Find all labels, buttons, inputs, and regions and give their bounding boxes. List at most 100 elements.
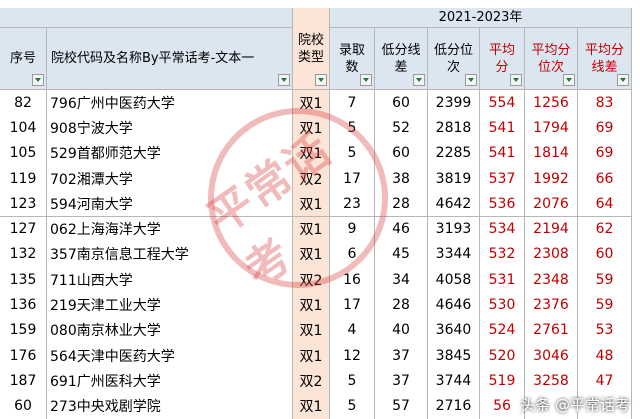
header-text: 位次 [537,59,564,75]
cell: 17 [330,165,375,193]
cell: 12 [330,343,375,370]
cell: 2285 [428,140,480,167]
cell: 062上海海洋大学 [47,216,293,243]
cell: 23 [330,191,375,218]
cell: 双1 [293,317,330,344]
cell: 2716 [428,393,480,419]
cell: 080南京林业大学 [47,317,293,344]
filter-button[interactable] [360,74,372,86]
cell: 66 [578,165,632,193]
cell: 159 [0,317,47,344]
cell: 82 [0,90,47,117]
filter-button[interactable] [32,74,44,86]
filter-button[interactable] [563,74,575,86]
cell: 1814 [525,140,578,167]
cell: 2761 [525,317,578,344]
cell: 28 [375,292,428,319]
cell: 48 [578,343,632,370]
filter-button[interactable] [465,74,477,86]
cell: 60 [0,393,47,419]
header-text: 平均分 [584,42,624,58]
header-blank [0,8,293,28]
header-text: 低分位 [433,42,473,58]
cell: 541 [480,115,525,142]
cell: 双2 [293,368,330,395]
cell: 564天津中医药大学 [47,343,293,370]
cell: 双1 [293,343,330,370]
cell: 83 [578,90,632,117]
cell: 529首都师范大学 [47,140,293,167]
cell: 2076 [525,191,578,218]
cell: 1256 [525,90,578,117]
cell: 104 [0,115,47,142]
cell: 123 [0,191,47,218]
cell: 520 [480,343,525,370]
cell: 105 [0,140,47,167]
column-header: 低分线差 [375,28,428,90]
header-text: 序号 [9,51,36,66]
cell: 60 [375,140,428,167]
cell: 37 [375,343,428,370]
cell: 5 [330,393,375,419]
cell: 双1 [293,140,330,167]
cell: 34 [375,267,428,294]
cell: 3193 [428,216,480,243]
cell: 60 [578,241,632,269]
cell: 531 [480,267,525,294]
header-text: 线差 [591,59,618,75]
cell: 6 [330,241,375,269]
column-header: 平均分 位次 [525,28,578,90]
cell: 69 [578,115,632,142]
header-text: 平均 [488,42,515,58]
cell: 4 [330,317,375,344]
cell: 176 [0,343,47,370]
cell: 53 [578,317,632,344]
cell: 532 [480,241,525,269]
cell: 57 [375,393,428,419]
cell: 127 [0,216,47,243]
cell: 524 [480,317,525,344]
cell: 519 [480,368,525,395]
cell: 3744 [428,368,480,395]
cell: 554 [480,90,525,117]
cell: 3258 [525,368,578,395]
cell: 40 [375,317,428,344]
cell: 357南京信息工程大学 [47,241,293,269]
cell: 45 [375,241,428,269]
cell: 46 [375,216,428,243]
cell: 双1 [293,216,330,243]
filter-button[interactable] [617,74,629,86]
header-text: 差 [394,59,408,75]
header-text: 低分线 [381,42,421,58]
cell: 536 [480,191,525,218]
header-text: 次 [446,59,460,75]
cell: 17 [330,292,375,319]
column-header: 院校 类型 [293,8,330,90]
cell: 541 [480,140,525,167]
cell: 59 [578,267,632,294]
cell: 1992 [525,165,578,193]
filter-button[interactable] [510,74,522,86]
cell: 52 [375,115,428,142]
column-header: 录取数 [330,28,375,90]
group-header: 2021-2023年 [330,8,632,28]
cell: 3344 [428,241,480,269]
cell: 47 [578,368,632,395]
filter-button[interactable] [278,74,290,86]
cell: 136 [0,292,47,319]
cell: 2376 [525,292,578,319]
cell: 2308 [525,241,578,269]
header-text: 录取 [338,42,365,58]
cell: 64 [578,191,632,218]
filter-button[interactable] [413,74,425,86]
filter-button[interactable] [315,74,327,86]
cell: 4058 [428,267,480,294]
cell: 219天津工业大学 [47,292,293,319]
cell: 59 [578,292,632,319]
cell: 3845 [428,343,480,370]
watermark: 头条 @平常话考 [520,396,630,414]
cell: 双2 [293,267,330,294]
cell: 37 [375,368,428,395]
cell: 双2 [293,165,330,193]
header-text: 类型 [297,49,324,65]
